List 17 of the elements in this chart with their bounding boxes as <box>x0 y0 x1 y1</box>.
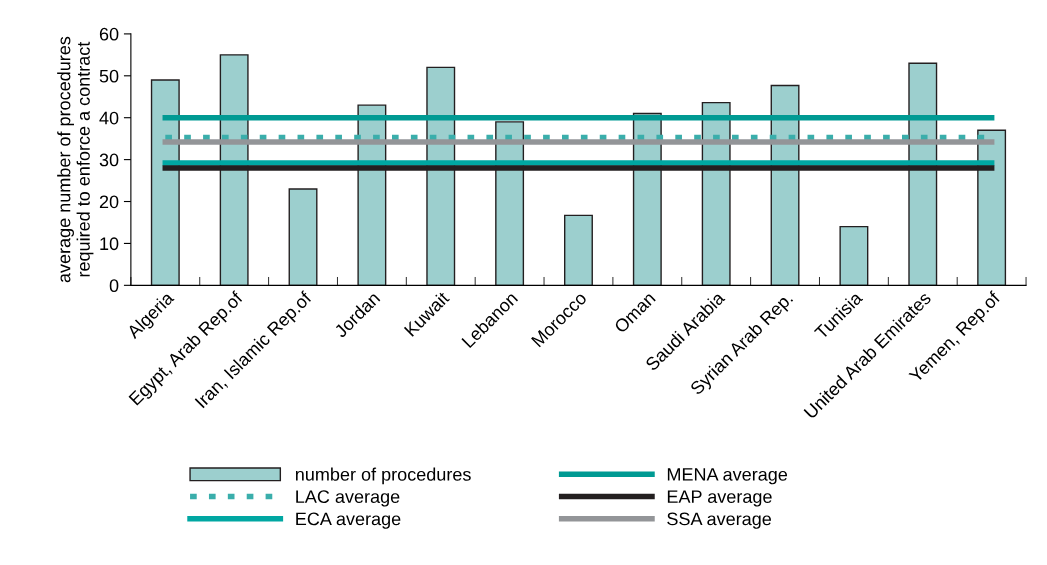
y-tick-label: 20 <box>99 195 119 209</box>
legend-label: number of procedures <box>295 467 471 485</box>
y-tick-label: 50 <box>99 69 119 83</box>
y-tick-label: 30 <box>99 153 119 167</box>
legend-label: MENA average <box>667 468 788 485</box>
bar <box>839 225 869 286</box>
y-tick-label: 40 <box>99 111 119 125</box>
bar <box>564 214 593 286</box>
y-axis-title: average number of procedures required to enforce a contract <box>57 36 94 283</box>
y-tick-label: 10 <box>100 237 119 251</box>
legend-label: ECA average <box>296 512 401 529</box>
y-tick-label: 60 <box>99 27 119 41</box>
legend-label: EAP average <box>667 490 772 507</box>
legend-label: SSA average <box>667 512 772 529</box>
bar <box>288 188 318 286</box>
y-tick-label: 0 <box>109 279 119 293</box>
legend-label: LAC average <box>296 490 400 507</box>
